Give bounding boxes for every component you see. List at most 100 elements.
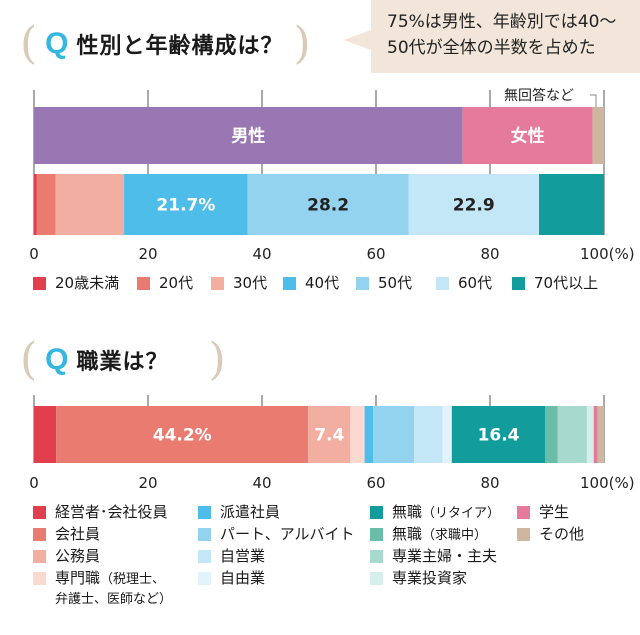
tick-label: 20 xyxy=(138,245,157,263)
bar-segment xyxy=(586,406,594,463)
legend-label-main: 派遣社員 xyxy=(220,503,281,521)
legend-item: 無職（リタイア） xyxy=(370,503,500,523)
annotation-leader xyxy=(590,94,597,107)
legend-item: 無職（求職中） xyxy=(370,525,487,545)
legend-label-main: 専業主婦・主夫 xyxy=(392,547,498,565)
legend-item: 経営者･会社役員 xyxy=(33,503,168,522)
left-bracket-icon: ( xyxy=(20,18,38,69)
bar-segment xyxy=(308,406,351,463)
legend-label-main: 60代 xyxy=(458,274,493,292)
legend-item: 学生 xyxy=(517,503,569,522)
bar-segment xyxy=(364,406,374,463)
legend-label-sub: （リタイア） xyxy=(422,506,501,521)
callout-line1: 75%は男性、年齢別では40～ xyxy=(387,12,617,32)
legend-label: 公務員 xyxy=(55,547,100,566)
q-badge: Q xyxy=(45,343,69,376)
callout-tail xyxy=(344,30,371,50)
bar-segment xyxy=(56,406,309,463)
bar-segment xyxy=(557,406,587,463)
bar-segment xyxy=(247,174,409,235)
tick-label: 80 xyxy=(480,245,499,263)
legend-swatch xyxy=(137,277,150,290)
bar-segment xyxy=(34,174,37,235)
legend-item: 30代 xyxy=(211,274,267,293)
legend-label: 専業投資家 xyxy=(392,569,467,588)
legend-item: 40代 xyxy=(283,274,339,293)
tick-label: 60 xyxy=(366,474,385,492)
legend-label-main: 会社員 xyxy=(55,525,101,543)
legend-item: 公務員 xyxy=(33,547,100,566)
bar-segment xyxy=(55,174,125,235)
legend-label-main: その他 xyxy=(539,525,585,543)
legend-item: その他 xyxy=(517,525,584,544)
legend-swatch xyxy=(33,572,46,585)
legend-swatch xyxy=(370,550,383,563)
bar-segment xyxy=(592,107,604,164)
section2-title: 職業は？ xyxy=(76,350,169,375)
tick-label: 20 xyxy=(138,474,157,492)
legend-swatch xyxy=(33,277,46,290)
legend-label-main: 経営者･会社役員 xyxy=(55,503,168,521)
legend-swatch xyxy=(283,277,296,290)
legend-label: 専業主婦・主夫 xyxy=(392,547,497,566)
legend-label-main: 50代 xyxy=(378,274,413,292)
legend-label: 30代 xyxy=(233,274,267,293)
annotation-label: 無回答など xyxy=(504,87,574,104)
callout-line2: 50代が全体の半数を占めた xyxy=(387,38,596,58)
legend-label: その他 xyxy=(539,525,584,544)
bar-segment xyxy=(373,406,415,463)
bar-segment xyxy=(451,406,546,463)
legend-label-main: 学生 xyxy=(539,503,570,521)
data-label: 16.4 xyxy=(478,426,520,446)
legend-label: 無職（求職中） xyxy=(392,525,487,545)
legend-label-main: パート、アルバイト xyxy=(220,525,355,543)
data-label: 22.9 xyxy=(453,196,495,216)
occupation-chart: 44.2% 7.4 16.4 0 20 40 60 80 100(%) xyxy=(29,395,635,492)
callout-box: 75%は男性、年齢別では40～ 50代が全体の半数を占めた xyxy=(371,0,640,73)
section1-title: 性別と年齢構成は？ xyxy=(76,34,284,59)
age-legend: 20歳未満 20代 30代 40代 50代 60代 70代以上 xyxy=(0,270,640,300)
q-badge: Q xyxy=(45,27,69,60)
legend-swatch xyxy=(198,572,211,585)
legend-label-main: 30代 xyxy=(233,274,268,292)
bar-segment xyxy=(597,406,604,463)
legend-item: 自由業 xyxy=(198,569,265,588)
bar-segment xyxy=(545,406,558,463)
gender-age-chart: 男性 女性 21.7% 28.2 22.9 0 20 40 60 80 100(%) 無回答など xyxy=(29,87,634,263)
legend-label: 20代 xyxy=(159,274,193,293)
legend-swatch xyxy=(512,277,525,290)
bar-segment xyxy=(124,174,248,235)
bar-segment xyxy=(350,406,365,463)
legend-swatch xyxy=(33,506,46,519)
data-label: 7.4 xyxy=(314,426,344,446)
bar-segment xyxy=(36,174,56,235)
legend-label: 60代 xyxy=(458,274,492,293)
data-label: 44.2% xyxy=(153,426,212,446)
legend-swatch xyxy=(198,506,211,519)
legend-swatch xyxy=(370,572,383,585)
tick-label: 80 xyxy=(480,474,499,492)
right-bracket-icon: ) xyxy=(293,18,311,69)
legend-label-main: 自由業 xyxy=(220,569,266,587)
legend-item: 派遣社員 xyxy=(198,503,280,522)
legend-item: 70代以上 xyxy=(512,274,598,293)
legend-swatch xyxy=(356,277,369,290)
legend-label: 40代 xyxy=(305,274,339,293)
legend-label-main: 自営業 xyxy=(220,547,266,565)
legend-label-main: 公務員 xyxy=(55,547,101,565)
data-label: 28.2 xyxy=(307,196,349,216)
legend-swatch xyxy=(33,528,46,541)
legend-item: 60代 xyxy=(436,274,492,293)
legend-swatch xyxy=(33,550,46,563)
bar-segment xyxy=(34,406,57,463)
legend-label-sub: （求職中） xyxy=(422,528,488,543)
section2-header: ( Q 職業は？ ) xyxy=(20,338,226,382)
bar-segment xyxy=(34,107,463,164)
legend-item: 会社員 xyxy=(33,525,100,544)
legend-item: 自営業 xyxy=(198,547,265,566)
legend-label: 自営業 xyxy=(220,547,265,566)
legend-label: 経営者･会社役員 xyxy=(55,503,168,522)
legend-label-sub: （税理士、 xyxy=(100,572,166,587)
tick-label: 40 xyxy=(252,245,271,263)
bar-segment xyxy=(408,174,540,235)
